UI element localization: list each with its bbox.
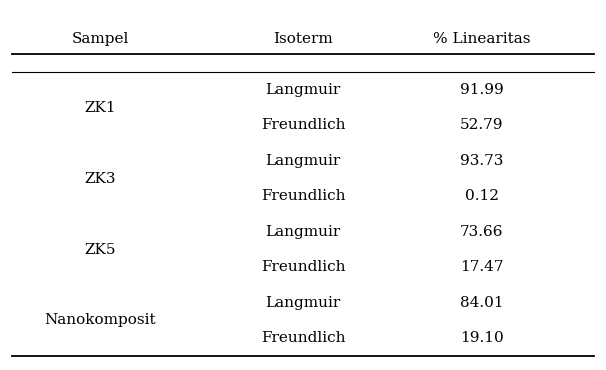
Text: ZK1: ZK1 — [84, 101, 116, 115]
Text: Freundlich: Freundlich — [261, 189, 345, 203]
Text: ZK5: ZK5 — [84, 242, 116, 256]
Text: Freundlich: Freundlich — [261, 331, 345, 345]
Text: Isoterm: Isoterm — [273, 32, 333, 46]
Text: 91.99: 91.99 — [460, 83, 504, 97]
Text: 73.66: 73.66 — [460, 225, 504, 239]
Text: Langmuir: Langmuir — [265, 296, 341, 310]
Text: Freundlich: Freundlich — [261, 118, 345, 132]
Text: Nanokomposit: Nanokomposit — [44, 313, 156, 327]
Text: 17.47: 17.47 — [460, 260, 504, 274]
Text: 52.79: 52.79 — [460, 118, 504, 132]
Text: Langmuir: Langmuir — [265, 83, 341, 97]
Text: 19.10: 19.10 — [460, 331, 504, 345]
Text: Freundlich: Freundlich — [261, 260, 345, 274]
Text: ZK3: ZK3 — [84, 172, 116, 186]
Text: Langmuir: Langmuir — [265, 225, 341, 239]
Text: Sampel: Sampel — [72, 32, 128, 46]
Text: % Linearitas: % Linearitas — [433, 32, 530, 46]
Text: 93.73: 93.73 — [460, 154, 504, 168]
Text: 84.01: 84.01 — [460, 296, 504, 310]
Text: 0.12: 0.12 — [465, 189, 499, 203]
Text: Langmuir: Langmuir — [265, 154, 341, 168]
